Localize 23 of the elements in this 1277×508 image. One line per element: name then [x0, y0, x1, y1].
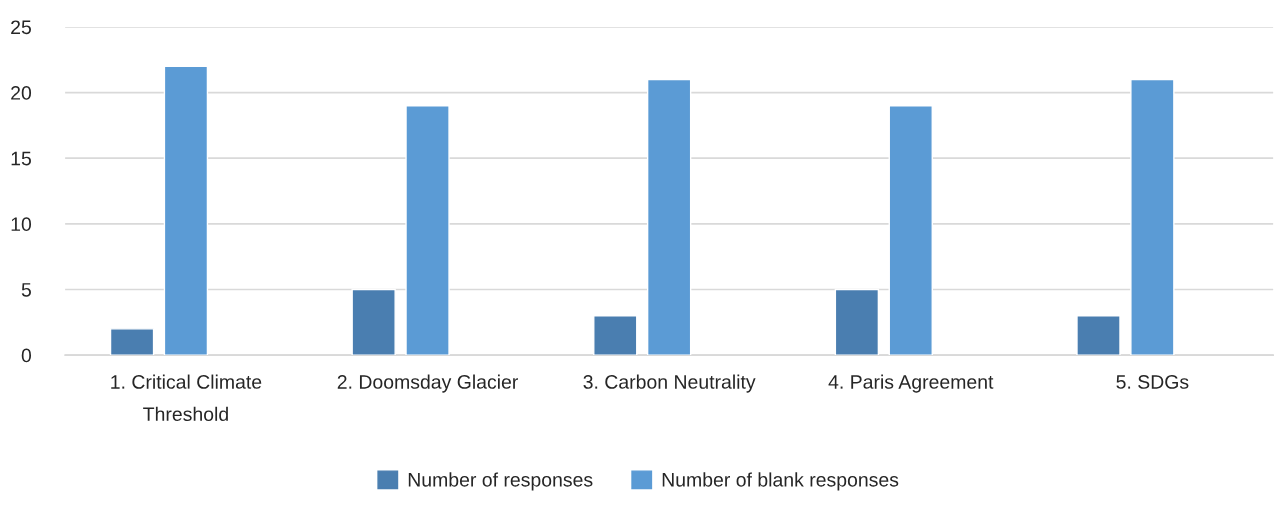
y-tick-label: 10 [11, 217, 32, 232]
bar [646, 78, 692, 356]
x-tick-label: 4. Paris Agreement [828, 374, 994, 393]
bar [1076, 315, 1121, 356]
y-tick-label: 25 [11, 20, 31, 35]
x-tick-label: 5. SDGs [1116, 375, 1189, 389]
x-tick-label: 2. Doomsday Glacier [337, 374, 518, 393]
bar [351, 288, 396, 356]
bar [1130, 78, 1175, 356]
y-tick-label: 5 [21, 283, 31, 297]
bar [593, 315, 638, 356]
bar [405, 104, 450, 356]
y-tick-label: 15 [11, 151, 31, 166]
legend-label: Number of responses [408, 472, 593, 491]
bar [888, 104, 933, 356]
legend-label: Number of blank responses [662, 472, 899, 491]
bar [109, 328, 155, 356]
bar [163, 65, 209, 356]
x-tick-label: 3. Carbon Neutrality [583, 374, 756, 393]
x-tick-label: 1. Critical Climate Threshold [111, 374, 262, 422]
y-tick-label: 0 [21, 348, 32, 363]
y-tick-label: 20 [11, 86, 32, 100]
bar [834, 288, 880, 356]
